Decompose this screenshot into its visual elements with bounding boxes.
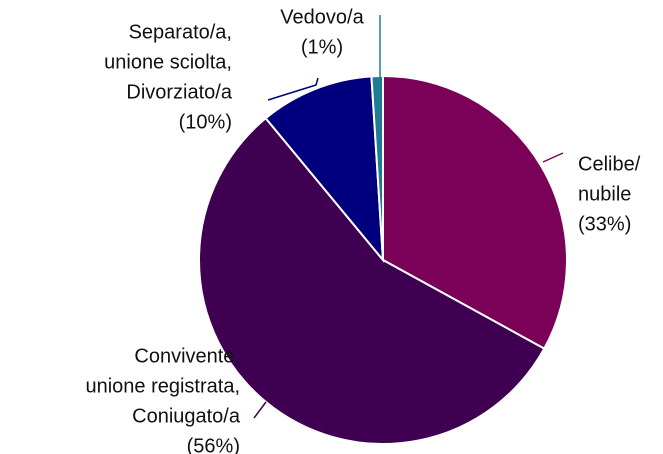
leader-line	[542, 152, 564, 163]
slice-label: nubile	[578, 183, 631, 205]
pie-slice	[264, 75, 385, 264]
value-label: (56%)	[187, 435, 240, 454]
value-label: (33%)	[578, 213, 631, 235]
slice-label: Vedovo/a	[280, 6, 364, 28]
slice-label: Celibe/	[578, 153, 641, 175]
pie-slice	[370, 74, 384, 261]
slice-label: Convivente,	[134, 345, 240, 367]
pie-slice	[382, 74, 568, 351]
slice-label: unione registrata,	[85, 375, 240, 397]
value-label: (1%)	[301, 36, 343, 58]
pie-slice	[198, 116, 546, 445]
value-label: (10%)	[179, 111, 232, 133]
leader-line	[253, 401, 267, 419]
slice-label: Coniugato/a	[132, 405, 241, 427]
slice-label: Divorziato/a	[126, 81, 232, 103]
leader-line	[267, 77, 319, 101]
slice-label: unione sciolta,	[104, 51, 232, 73]
slice-label: Separato/a,	[129, 21, 232, 43]
